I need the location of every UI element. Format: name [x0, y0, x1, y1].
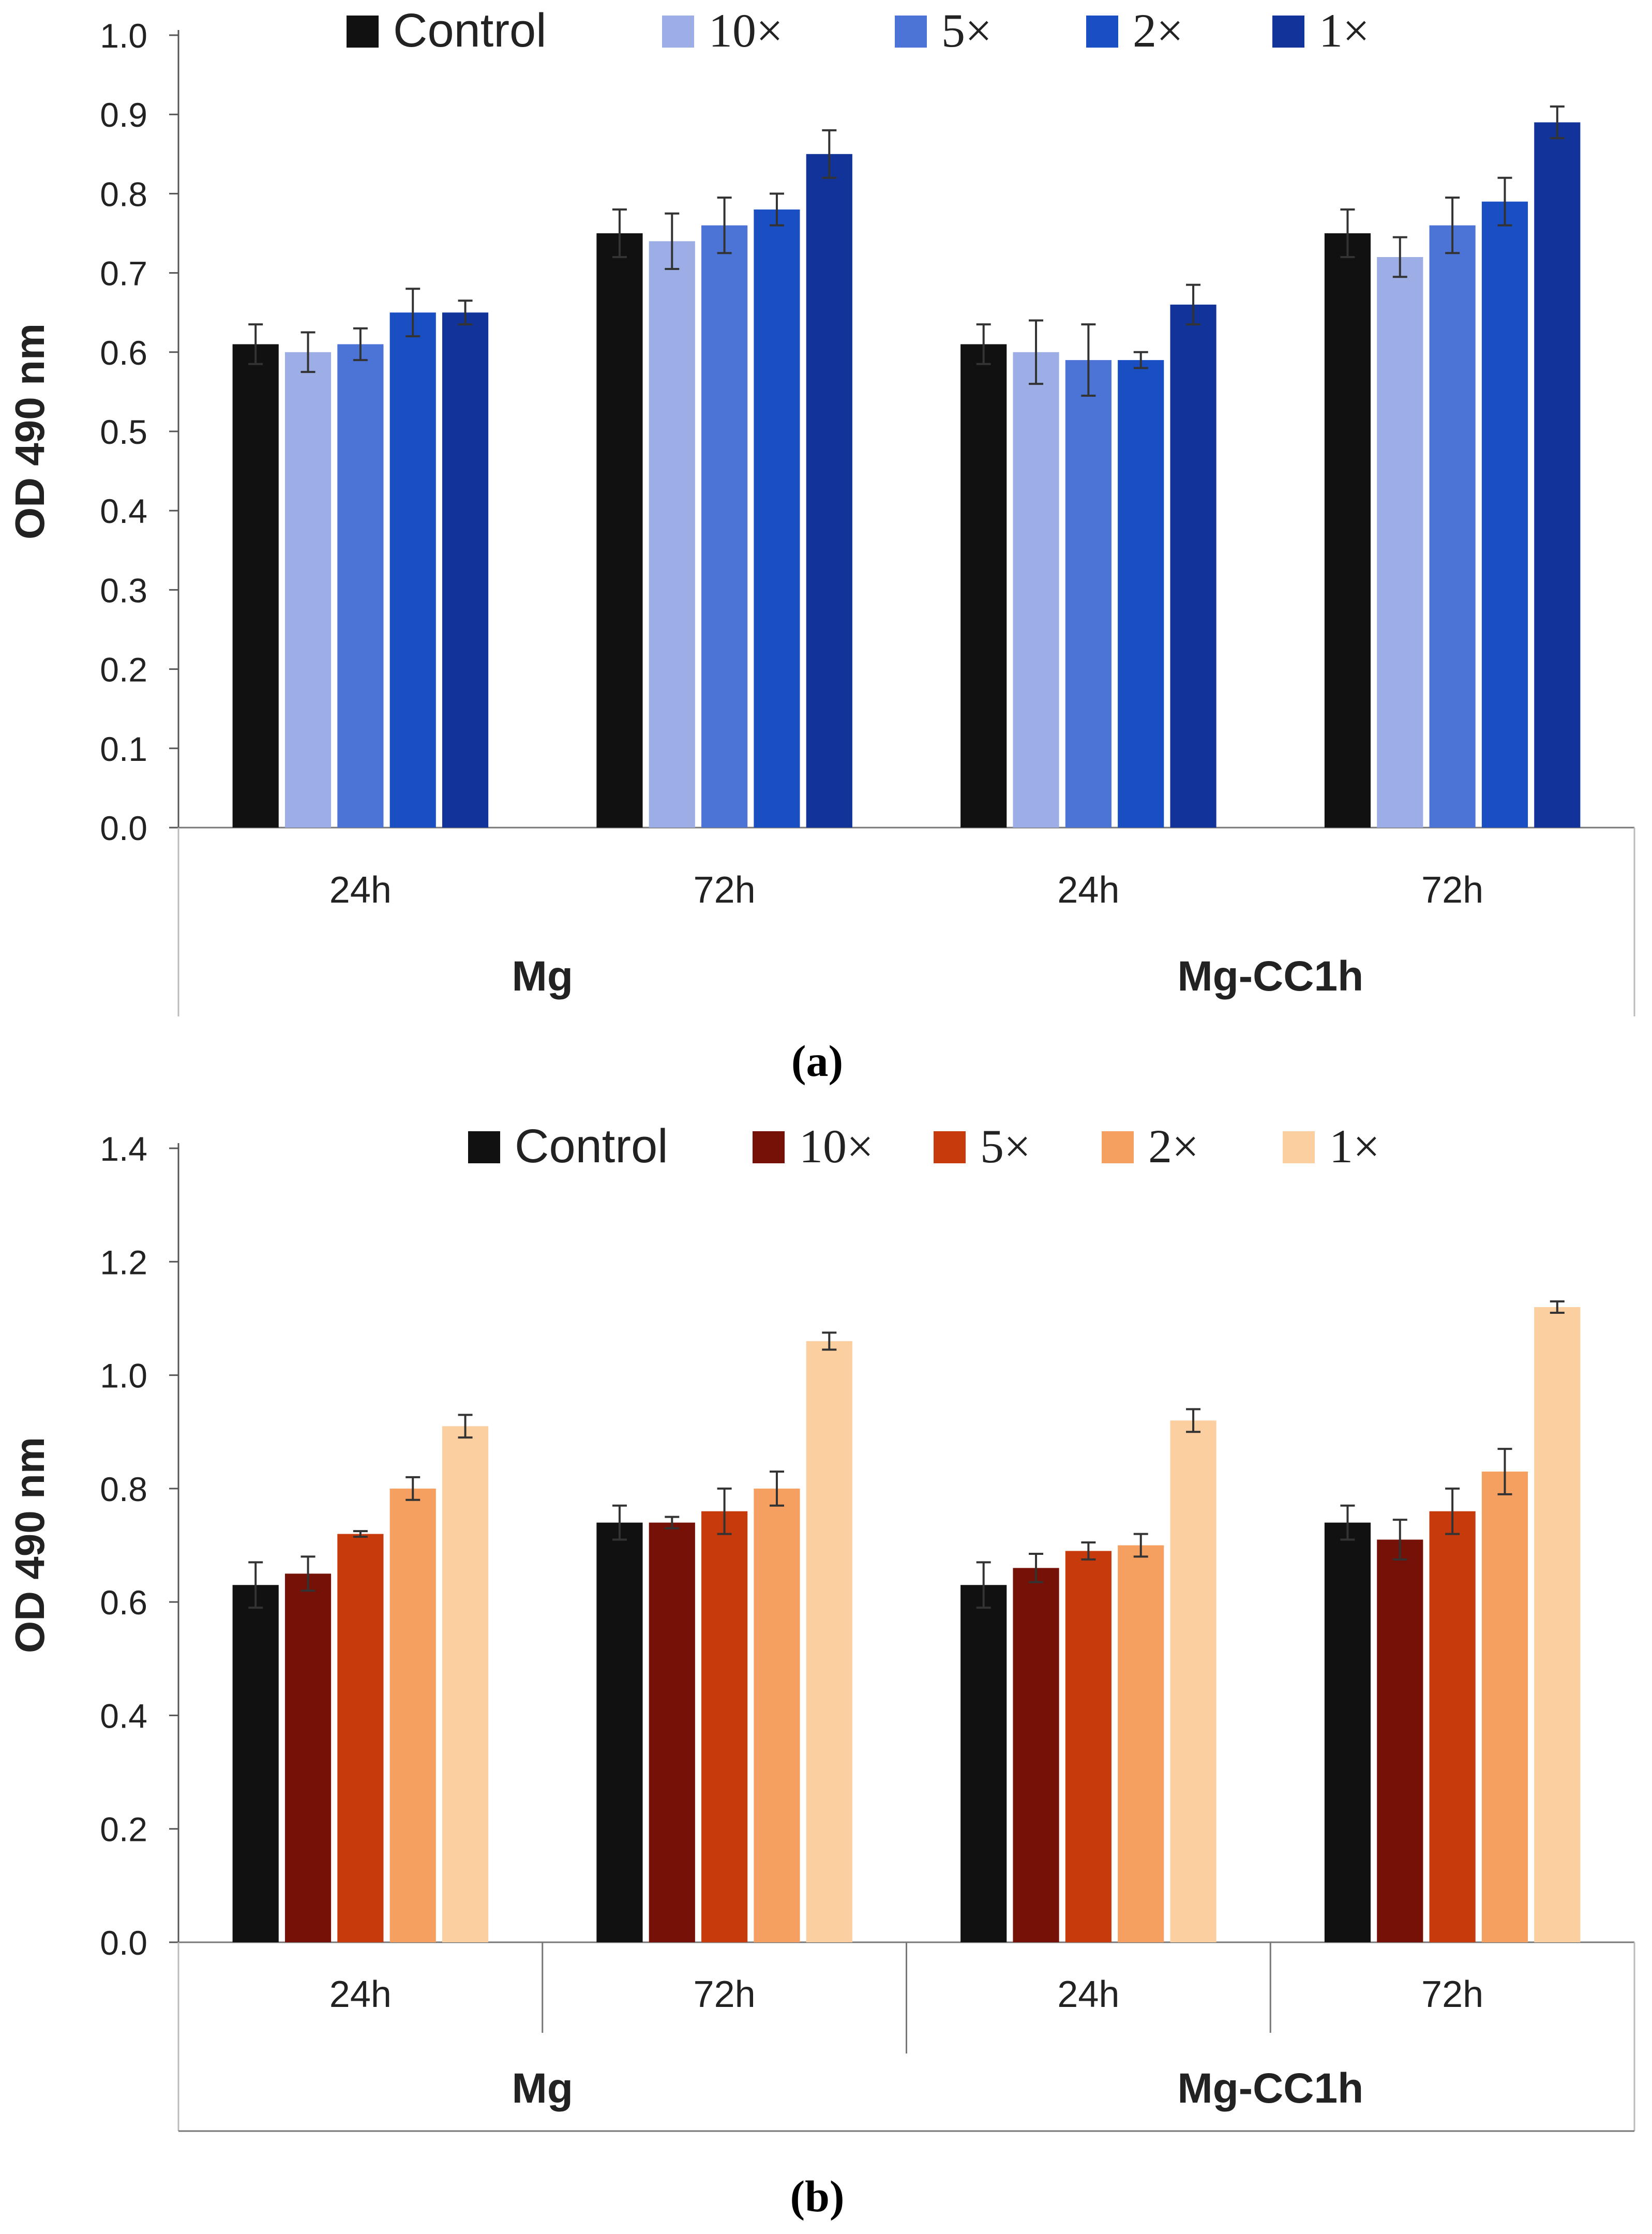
- bar-control-0: [232, 344, 279, 828]
- legend-swatch: [1086, 16, 1118, 48]
- bar-2-2: [1118, 360, 1164, 828]
- legend-label: 1×: [1319, 4, 1370, 57]
- x-group-label: Mg-CC1h: [1177, 2065, 1363, 2112]
- bar-1-1: [806, 1341, 852, 1942]
- legend-swatch: [895, 16, 927, 48]
- y-tick-label: 0.9: [100, 96, 147, 134]
- bar-10-0: [284, 352, 332, 828]
- x-category-label: 24h: [1057, 1974, 1119, 2015]
- y-tick-label: 0.0: [100, 1924, 147, 1962]
- y-tick-label: 1.0: [100, 17, 147, 55]
- legend-swatch: [1283, 1131, 1315, 1163]
- y-axis-title: OD 490 nm: [7, 1437, 53, 1653]
- bar-control-2: [960, 1585, 1007, 1942]
- y-tick-label: 0.4: [100, 1697, 147, 1735]
- legend-label: 10×: [709, 4, 783, 57]
- bar-10-3: [1377, 1539, 1423, 1942]
- legend-label: 1×: [1329, 1120, 1380, 1173]
- legend-label: 5×: [980, 1120, 1031, 1173]
- y-tick-label: 0.1: [100, 730, 147, 768]
- bar-10-1: [649, 1522, 695, 1942]
- y-tick-label: 0.8: [100, 175, 147, 213]
- x-category-label: 24h: [329, 1974, 392, 2015]
- bar-5-0: [337, 344, 384, 828]
- bar-10-2: [1013, 1568, 1059, 1942]
- bar-control-1: [596, 1522, 643, 1942]
- legend-swatch: [1272, 16, 1304, 48]
- x-category-label: 72h: [1421, 1974, 1483, 2015]
- chart-b: 0.0 0.2 0.4 0.6 0.8 1.0 1.2 1.4 24h 72h 24h 72h Mg Mg…: [7, 1120, 1635, 2132]
- y-tick-label: 0.4: [100, 492, 147, 530]
- legend-label: 5×: [941, 4, 992, 57]
- legend-label: 10×: [799, 1120, 874, 1173]
- legend-swatch: [753, 1131, 785, 1163]
- bar-2-1: [754, 1488, 800, 1942]
- bar-10-2: [1013, 352, 1059, 828]
- bar-2-3: [1481, 1471, 1528, 1942]
- x-category-label: 72h: [694, 1974, 756, 2015]
- bar-2-2: [1118, 1545, 1164, 1942]
- legend-label: Control: [515, 1120, 668, 1173]
- legend-label: 2×: [1133, 4, 1183, 57]
- legend-swatch: [934, 1131, 966, 1163]
- bar-5-3: [1429, 1511, 1476, 1942]
- bar-1-2: [1170, 304, 1217, 828]
- y-tick-label: 0.6: [100, 334, 147, 372]
- x-category-label: 72h: [1421, 869, 1483, 911]
- bar-5-2: [1065, 1551, 1112, 1942]
- bar-2-3: [1481, 201, 1528, 828]
- x-category-label: 24h: [1057, 869, 1119, 911]
- x-group-label: Mg: [512, 953, 573, 1000]
- y-tick-label: 0.2: [100, 1810, 147, 1849]
- bar-1-0: [442, 1426, 489, 1942]
- bar-5-0: [337, 1534, 384, 1942]
- panel-label-a: (a): [791, 1036, 843, 1086]
- legend-swatch: [347, 16, 379, 48]
- y-tick-label: 0.5: [100, 413, 147, 451]
- y-tick-label: 0.2: [100, 651, 147, 689]
- bar-control-2: [960, 344, 1007, 828]
- y-tick-label: 0.8: [100, 1470, 147, 1508]
- bar-1-3: [1534, 1307, 1581, 1942]
- legend-swatch: [468, 1131, 500, 1163]
- y-tick-label: 0.0: [100, 809, 147, 847]
- bar-2-0: [389, 1488, 436, 1942]
- bar-control-3: [1324, 233, 1371, 828]
- x-category-label: 24h: [329, 869, 392, 911]
- bar-10-0: [284, 1573, 332, 1942]
- bar-10-3: [1377, 257, 1423, 828]
- y-tick-label: 0.3: [100, 571, 147, 609]
- y-tick-label: 0.6: [100, 1583, 147, 1622]
- y-axis-title: OD 490 nm: [7, 323, 53, 539]
- bar-control-3: [1324, 1522, 1371, 1942]
- bar-10-1: [649, 241, 695, 828]
- x-group-label: Mg: [512, 2065, 573, 2112]
- x-group-label: Mg-CC1h: [1177, 953, 1363, 1000]
- bar-control-1: [596, 233, 643, 828]
- bar-5-3: [1429, 225, 1476, 828]
- bar-control-0: [232, 1585, 279, 1942]
- bar-5-2: [1065, 360, 1112, 828]
- y-tick-label: 1.0: [100, 1357, 147, 1395]
- panel-label-b: (b): [790, 2171, 844, 2221]
- y-tick-label: 1.2: [100, 1243, 147, 1281]
- legend-label: 2×: [1148, 1120, 1199, 1173]
- legend-swatch: [1102, 1131, 1134, 1163]
- bar-2-0: [389, 312, 436, 828]
- legend-label: Control: [393, 4, 547, 57]
- bar-2-1: [754, 209, 800, 828]
- bar-1-2: [1170, 1420, 1217, 1942]
- bar-1-0: [442, 312, 489, 828]
- bar-5-1: [701, 1511, 748, 1942]
- bar-1-3: [1534, 122, 1581, 828]
- bar-1-1: [806, 154, 852, 828]
- y-tick-label: 1.4: [100, 1130, 147, 1168]
- x-category-label: 72h: [694, 869, 756, 911]
- bar-5-1: [701, 225, 748, 828]
- chart-a: 0.0 0.1 0.2 0.3 0.4 0.5 0.6 0.7 0.8 0.9 1.0 24h 72h 2…: [7, 4, 1635, 1016]
- legend-swatch: [662, 16, 694, 48]
- y-tick-label: 0.7: [100, 254, 147, 293]
